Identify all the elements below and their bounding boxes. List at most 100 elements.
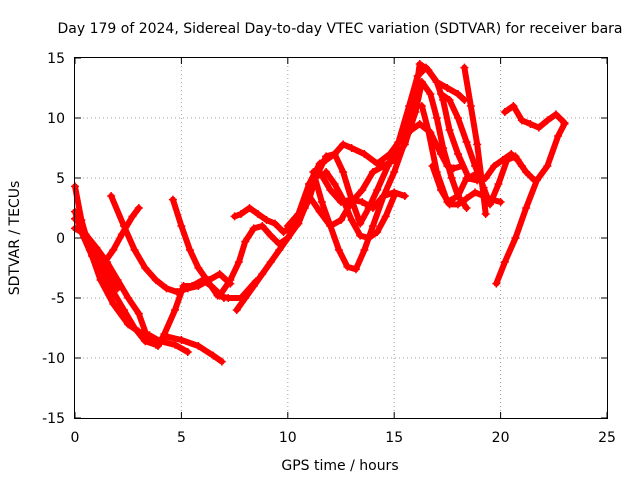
data-point <box>415 60 424 68</box>
data-point <box>454 200 463 209</box>
data-point <box>490 162 499 170</box>
data-point <box>400 192 409 200</box>
data-point <box>522 168 531 176</box>
data-point <box>347 216 356 224</box>
data-point <box>494 180 503 188</box>
data-point <box>500 258 509 266</box>
y-tick-label: -5 <box>51 291 65 307</box>
data-point <box>339 168 348 176</box>
data-point <box>492 279 501 288</box>
data-point <box>113 284 122 293</box>
data-point <box>343 262 352 271</box>
data-point <box>443 84 452 92</box>
data-point <box>330 180 339 188</box>
data-point <box>560 118 569 127</box>
y-tick-label: 15 <box>47 51 65 67</box>
data-point <box>160 330 169 338</box>
data-point <box>226 276 235 284</box>
data-point <box>360 246 369 254</box>
data-point <box>109 300 118 308</box>
series-track-9 <box>231 205 296 235</box>
data-point <box>179 282 188 290</box>
data-point <box>554 132 563 140</box>
y-tick-label: 5 <box>56 171 65 187</box>
data-point <box>356 231 365 240</box>
y-tick-label: -15 <box>42 411 65 427</box>
data-point <box>356 219 365 228</box>
data-point <box>188 282 197 290</box>
plot-frame <box>74 57 608 419</box>
data-point <box>151 276 160 284</box>
data-point <box>534 123 543 132</box>
data-point <box>275 246 284 254</box>
series-track-14 <box>310 61 483 273</box>
y-tick-label: 0 <box>56 231 65 247</box>
data-point <box>279 228 288 236</box>
data-point <box>217 357 226 366</box>
x-tick-label: 25 <box>598 430 616 446</box>
data-point <box>447 174 456 182</box>
data-point <box>128 212 137 221</box>
data-point <box>496 198 505 206</box>
data-point <box>322 152 331 161</box>
data-point <box>334 246 343 254</box>
data-point <box>532 176 541 185</box>
grid <box>75 58 607 418</box>
data-point <box>171 340 180 349</box>
data-point <box>215 270 224 278</box>
data-point <box>330 150 339 158</box>
y-tick-label: -10 <box>42 351 65 367</box>
data-point <box>437 90 446 98</box>
x-tick-labels: 0 5 10 15 20 25 <box>71 430 616 446</box>
data-point <box>364 234 373 242</box>
data-point <box>432 114 441 122</box>
data-point <box>500 108 509 116</box>
data-point <box>224 294 233 302</box>
data-point <box>171 306 180 314</box>
data-point <box>424 126 433 134</box>
axis-ticks <box>74 57 608 419</box>
data-point <box>143 333 152 342</box>
series-track-21 <box>493 121 568 287</box>
x-tick-label: 5 <box>177 430 186 446</box>
data-point <box>294 219 303 228</box>
data-point <box>381 212 390 221</box>
chart-title: Day 179 of 2024, Sidereal Day-to-day VTE… <box>57 21 622 37</box>
data-point <box>551 110 560 119</box>
data-point <box>302 198 311 206</box>
data-point <box>258 270 267 278</box>
data-point <box>249 224 258 233</box>
data-point <box>424 66 433 74</box>
data-point <box>462 174 471 182</box>
data-point <box>96 258 105 266</box>
data-point <box>351 265 360 274</box>
data-point <box>517 162 526 170</box>
series-track-22 <box>501 103 568 131</box>
data-point <box>454 192 463 200</box>
series-track-5 <box>72 225 227 349</box>
data-point <box>511 152 520 161</box>
data-point <box>326 222 335 230</box>
data-point <box>177 336 186 344</box>
data-point <box>502 156 511 164</box>
data-point <box>439 144 448 152</box>
data-point <box>358 198 367 206</box>
data-point <box>232 306 241 314</box>
data-point <box>445 126 454 134</box>
data-point <box>317 198 326 206</box>
data-point <box>236 210 245 218</box>
data-point <box>368 222 377 230</box>
data-point <box>134 309 143 318</box>
data-point <box>254 210 263 218</box>
data-point <box>473 140 482 149</box>
data-point <box>373 228 382 236</box>
data-point <box>124 294 133 302</box>
x-tick-label: 0 <box>71 430 80 446</box>
data-point <box>347 144 356 152</box>
data-point <box>79 228 88 236</box>
data-point <box>426 90 435 98</box>
data-point <box>400 138 409 146</box>
data-point <box>415 120 424 128</box>
data-point <box>109 288 118 296</box>
